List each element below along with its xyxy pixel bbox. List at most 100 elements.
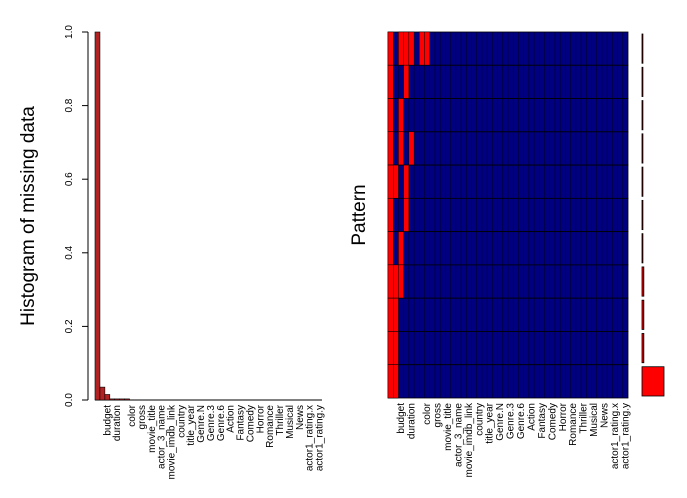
missing-cell [387,131,394,166]
x-tick-label: News [295,405,306,430]
x-tick-label: Thriller [275,404,286,435]
x-tick-label: movie_imdb_link [464,402,475,477]
x-tick-label: actor1_rating.y [620,403,631,469]
missing-cell [387,264,394,299]
x-tick-label: gross [137,405,148,429]
x-tick-label: actor1_rating.x [610,403,621,469]
missing-cell [387,331,394,365]
missing-cell [387,231,394,266]
x-tick-label: News [600,403,611,428]
missing-cell [398,131,404,166]
missing-cell [393,164,399,199]
x-tick-label: Horror [255,404,266,433]
missing-cell [387,297,394,332]
missing-cell [403,31,410,66]
missing-cell [408,131,415,166]
x-tick-label: Comedy [245,405,256,442]
bar [104,394,111,401]
x-tick-label: Fantasy [537,403,548,439]
x-tick-label: title_year [485,402,496,443]
x-tick-label: Genre.N [495,403,506,441]
x-tick-label: actor1_rating.y [315,405,326,471]
missing-cell [387,364,394,399]
x-tick-label: gross [433,403,444,427]
y-tick-label: 0.4 [64,245,75,259]
frequency-bar [641,100,644,131]
missing-cell [403,198,410,232]
x-tick-label: color [422,402,433,424]
x-tick-label: Romance [265,405,276,448]
frequency-bar [641,366,665,397]
y-axis-title: Histogram of missing data [18,106,39,326]
missing-cell [393,364,399,399]
missing-cell [387,65,394,99]
frequency-bar [641,333,645,364]
missing-cell [424,31,430,66]
x-tick-label: title_year [186,404,197,445]
x-tick-label: movie_title [147,405,158,453]
missing-cell [408,31,415,66]
missing-cell [387,164,394,199]
frequency-bar [641,166,644,197]
frequency-bar [641,233,644,264]
x-tick-label: Musical [285,405,296,439]
y-tick-label: 0.0 [64,393,75,407]
missing-cell [403,65,410,99]
missing-cell [387,98,394,133]
frequency-bar [641,33,644,64]
missing-cell [419,31,425,66]
x-tick-label: movie_title [443,403,454,451]
frequency-bar [641,133,644,164]
x-tick-label: Genre.6 [516,403,527,440]
frequency-bar [641,266,645,297]
x-tick-label: budget [396,403,407,434]
frequency-bar [641,299,645,330]
x-tick-label: Romance [568,403,579,446]
missing-cell [398,98,404,133]
x-tick-label: Action [526,403,537,431]
x-tick-label: Fantasy [236,405,247,441]
x-tick-label: country [474,403,485,436]
frequency-bar [641,199,644,231]
y-tick-label: 1.0 [64,25,75,39]
x-tick-label: actor1_rating.x [305,405,316,471]
missing-cell [393,264,399,299]
missing-cell [398,264,404,299]
x-tick-label: color [127,404,138,426]
x-tick-label: duration [112,405,123,441]
x-tick-label: Horror [558,402,569,431]
y-tick-label: 0.6 [64,172,75,186]
bar [94,31,101,401]
x-tick-label: actor_3_name [157,405,168,469]
missing-cell [403,164,410,199]
x-tick-label: actor_3_name [453,403,464,467]
missing-cell [387,198,394,232]
y-tick-label: 0.2 [64,319,75,333]
y-tick-label: 0.8 [64,98,75,112]
x-tick-label: Musical [589,403,600,437]
missing-cell [398,31,404,66]
x-tick-label: Thriller [579,402,590,433]
x-tick-label: Genre.3 [506,403,517,440]
missing-cell [393,297,399,332]
x-tick-label: budget [102,405,113,436]
x-tick-label: Genre.3 [206,405,217,442]
missing-cell [393,331,399,365]
bar [124,398,130,401]
missing-cell [387,31,394,66]
bar [119,398,125,401]
x-tick-label: Genre.N [196,405,207,443]
x-tick-label: country [176,405,187,438]
x-tick-label: Comedy [547,403,558,440]
missing-cell [398,231,404,266]
bar [109,398,116,401]
y-axis-title: Pattern [349,184,370,245]
x-tick-label: Genre.6 [216,405,227,442]
x-tick-label: duration [406,403,417,439]
frequency-bar [641,66,644,97]
x-tick-label: movie_imdb_link [166,404,177,479]
bar [99,386,106,401]
x-tick-label: Action [226,405,237,433]
bar [114,398,120,401]
